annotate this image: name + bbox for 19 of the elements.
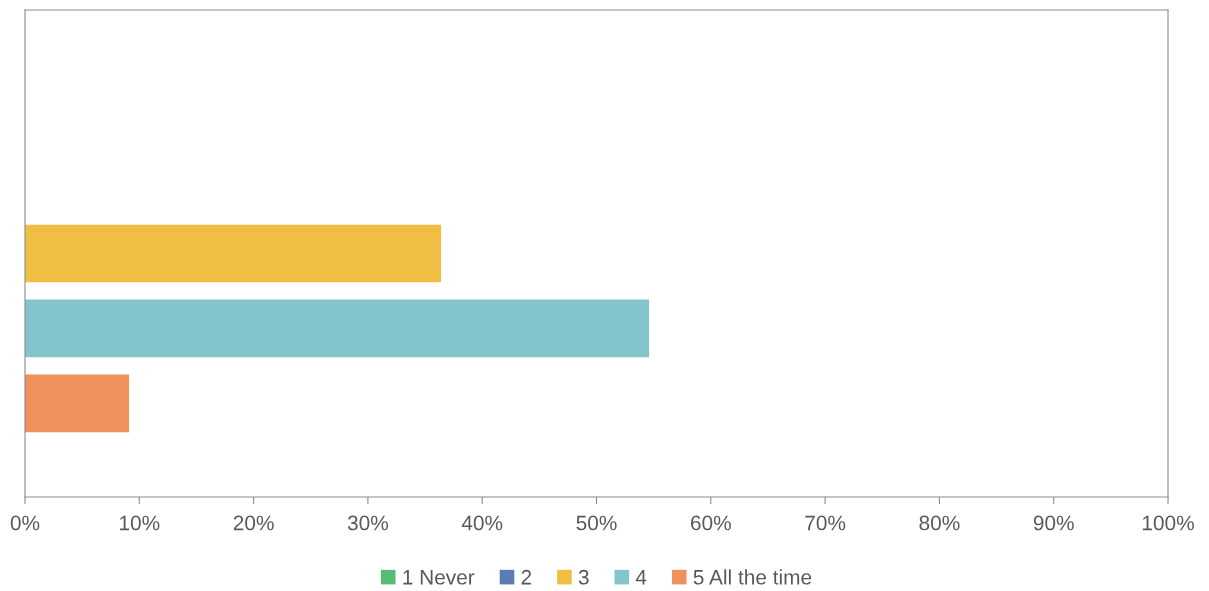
x-tick-label: 10%: [120, 515, 160, 531]
bar: [25, 374, 130, 433]
x-tick-label: 0%: [10, 515, 40, 531]
legend-label: 2: [521, 569, 532, 585]
x-tick-label: 60%: [691, 515, 731, 531]
x-tick-label: 30%: [347, 515, 389, 531]
x-tick-label: 20%: [233, 515, 274, 531]
legend-label: 3: [578, 569, 589, 585]
legend-label: 5 All the time: [693, 569, 812, 585]
x-tick-label: 80%: [919, 515, 960, 531]
x-tick-label: 90%: [1033, 515, 1074, 531]
bar: [25, 299, 650, 358]
x-tick-label: 70%: [805, 515, 846, 531]
legend-label: 4: [635, 570, 647, 585]
legend-label: 1 Never: [403, 570, 475, 585]
x-tick-label: 100%: [1142, 515, 1194, 531]
x-tick-label: 50%: [576, 515, 617, 531]
x-tick-label: 40%: [461, 515, 503, 531]
bar: [25, 224, 442, 283]
